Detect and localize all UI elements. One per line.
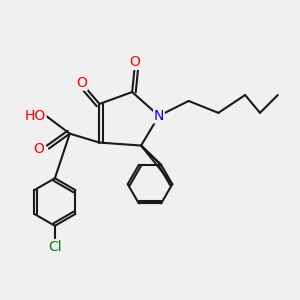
Text: HO: HO	[25, 109, 46, 123]
Text: O: O	[130, 55, 141, 69]
Text: N: N	[154, 109, 164, 123]
Text: O: O	[76, 76, 87, 90]
Text: O: O	[34, 142, 44, 155]
Text: Cl: Cl	[48, 240, 62, 254]
